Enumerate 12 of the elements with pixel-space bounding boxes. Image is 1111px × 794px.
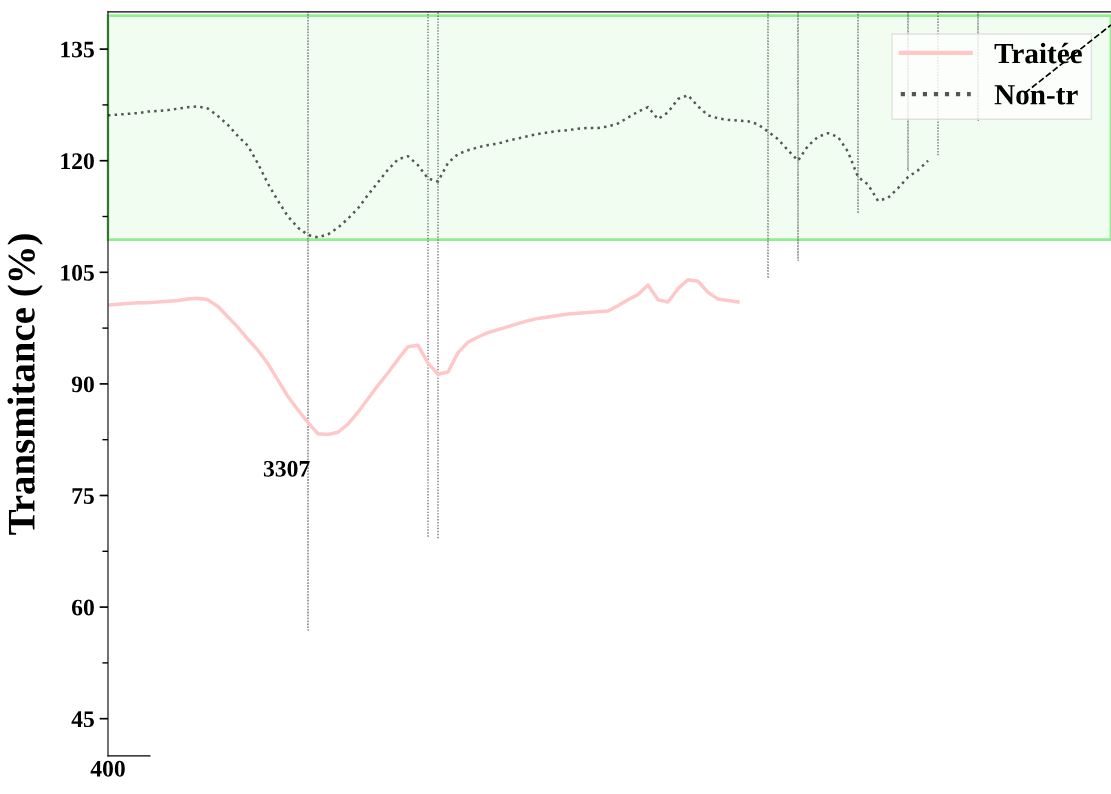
y-tick-label: 75 <box>72 488 94 504</box>
y-tick-label: 45 <box>71 711 94 728</box>
y-tick-label: 60 <box>71 599 94 616</box>
y-tick-label: 90 <box>71 376 94 393</box>
y-tick-label: 120 <box>61 153 94 170</box>
annotation: 3307 <box>263 460 310 477</box>
y-axis-title: Transmitance (%) <box>7 234 43 535</box>
legend-label: Traitée <box>994 42 1082 64</box>
y-tick-label: 105 <box>61 264 94 281</box>
legend-label: Non-tr <box>994 85 1078 105</box>
x-tick-label: 400 <box>90 760 125 777</box>
y-tick-label: 135 <box>61 41 94 58</box>
